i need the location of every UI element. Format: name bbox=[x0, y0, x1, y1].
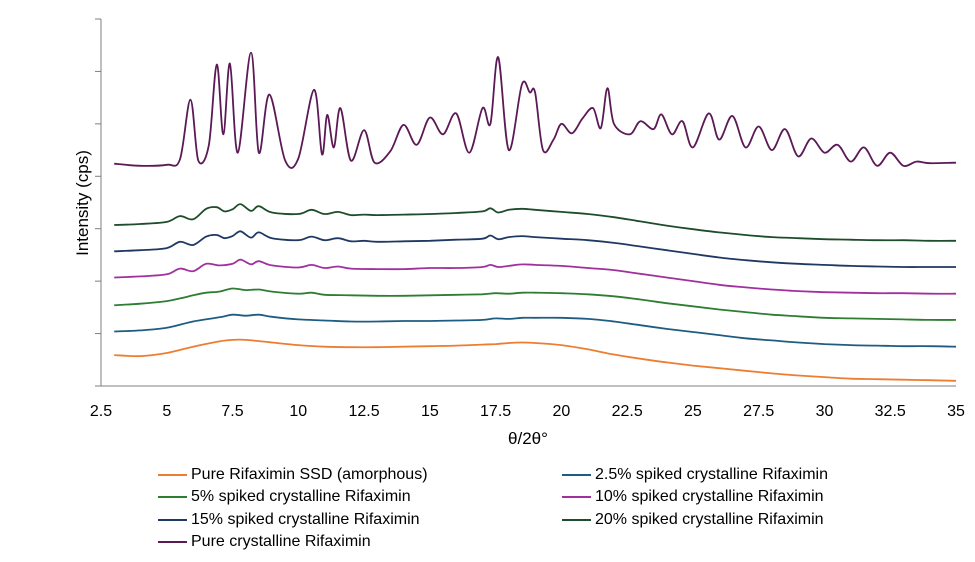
x-tick-label: 25 bbox=[684, 403, 702, 420]
legend-swatch bbox=[562, 473, 591, 476]
x-tick-label: 27.5 bbox=[743, 403, 774, 420]
legend-item: Pure crystalline Rifaximin bbox=[158, 532, 562, 554]
x-axis-tick-labels: 2.5 5 7.5 10 12.5 15 17.5 20 22.5 25 27.5 30 32.5 35 bbox=[90, 403, 965, 420]
x-tick-label: 32.5 bbox=[875, 403, 906, 420]
legend-swatch bbox=[158, 518, 187, 521]
legend-swatch bbox=[158, 496, 187, 499]
legend-item: 10% spiked crystalline Rifaximin bbox=[562, 487, 938, 509]
legend: Pure Rifaximin SSD (amorphous) 2.5% spike… bbox=[158, 464, 938, 553]
x-tick-label: 5 bbox=[162, 403, 171, 420]
x-tick-label: 12.5 bbox=[349, 403, 380, 420]
y-axis-ticks bbox=[95, 18, 101, 387]
x-tick-label: 10 bbox=[289, 403, 307, 420]
legend-label: Pure Rifaximin SSD (amorphous) bbox=[191, 465, 428, 483]
legend-label: Pure crystalline Rifaximin bbox=[191, 533, 371, 551]
legend-swatch bbox=[158, 473, 187, 476]
x-tick-label: 17.5 bbox=[480, 403, 511, 420]
series-line-2 bbox=[114, 287, 957, 321]
x-tick-label: 20 bbox=[552, 403, 570, 420]
x-tick-label: 2.5 bbox=[90, 403, 112, 420]
legend-label: 10% spiked crystalline Rifaximin bbox=[595, 488, 824, 506]
series-lines bbox=[114, 51, 957, 382]
legend-label: 20% spiked crystalline Rifaximin bbox=[595, 510, 824, 528]
legend-item: 20% spiked crystalline Rifaximin bbox=[562, 509, 938, 531]
y-axis-title: Intensity (cps) bbox=[73, 150, 92, 256]
series-line-1 bbox=[114, 313, 957, 348]
legend-swatch bbox=[562, 496, 591, 499]
series-line-6 bbox=[114, 51, 957, 169]
legend-label: 5% spiked crystalline Rifaximin bbox=[191, 488, 411, 506]
legend-item: 5% spiked crystalline Rifaximin bbox=[158, 487, 562, 509]
legend-item: Pure Rifaximin SSD (amorphous) bbox=[158, 464, 562, 486]
series-line-0 bbox=[114, 338, 957, 382]
series-line-5 bbox=[114, 203, 957, 242]
legend-swatch bbox=[158, 541, 187, 544]
x-tick-label: 30 bbox=[816, 403, 834, 420]
x-tick-label: 22.5 bbox=[612, 403, 643, 420]
legend-swatch bbox=[562, 518, 591, 521]
series-line-4 bbox=[114, 230, 956, 268]
series-line-3 bbox=[114, 258, 957, 295]
legend-item: 15% spiked crystalline Rifaximin bbox=[158, 509, 562, 531]
x-tick-label: 7.5 bbox=[221, 403, 243, 420]
legend-label: 15% spiked crystalline Rifaximin bbox=[191, 510, 420, 528]
x-axis: 2.5 5 7.5 10 12.5 15 17.5 20 22.5 25 27.5 30 32.5 35 bbox=[90, 385, 965, 420]
x-tick-label: 35 bbox=[947, 403, 965, 420]
y-axis bbox=[95, 18, 102, 387]
x-tick-label: 15 bbox=[421, 403, 439, 420]
legend-label: 2.5% spiked crystalline Rifaximin bbox=[595, 465, 828, 483]
x-axis-title: θ/2θ° bbox=[508, 429, 548, 448]
legend-item: 2.5% spiked crystalline Rifaximin bbox=[562, 464, 938, 486]
